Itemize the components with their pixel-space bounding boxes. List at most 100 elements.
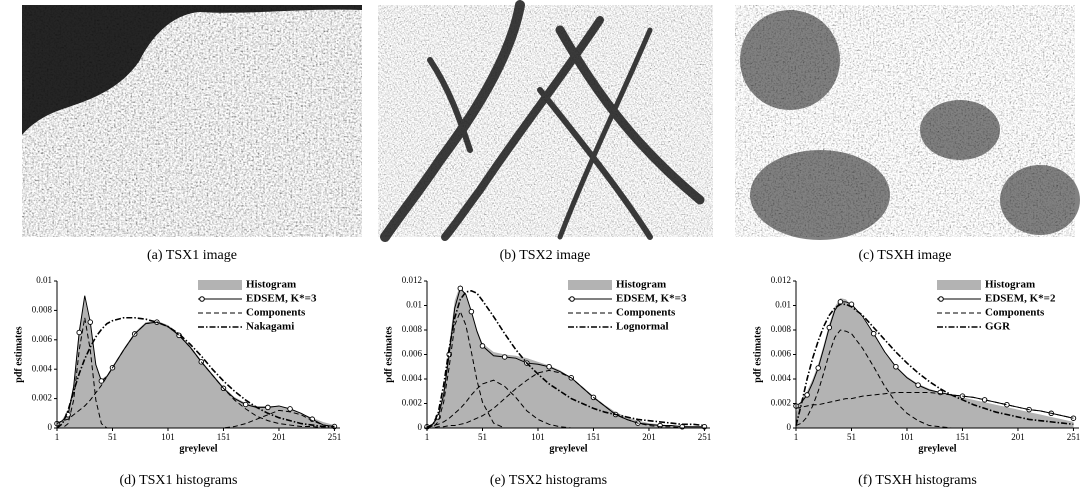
- y-axis-label: pdf estimates: [752, 326, 763, 382]
- y-tick-label: 0.006: [771, 349, 792, 359]
- y-tick-label: 0.01: [775, 300, 791, 310]
- y-tick-label: 0.012: [771, 275, 791, 285]
- marker: [546, 364, 552, 370]
- x-tick-label: 251: [698, 432, 712, 442]
- x-tick-label: 151: [587, 432, 601, 442]
- component-line: [56, 321, 335, 429]
- x-tick-label: 101: [161, 432, 175, 442]
- legend-label: Histogram: [246, 279, 296, 291]
- x-tick-label: 51: [478, 432, 487, 442]
- histogram-area: [427, 284, 705, 428]
- marker: [87, 319, 94, 325]
- legend-label: Components: [246, 307, 306, 319]
- plot: [54, 295, 338, 430]
- marker: [76, 329, 82, 336]
- dark-regions: [740, 10, 1080, 240]
- model-line: [56, 316, 335, 429]
- marker: [479, 343, 486, 349]
- component-line: [795, 391, 1074, 419]
- y-tick-label: 0.012: [402, 275, 422, 285]
- marker: [893, 364, 899, 370]
- sar-texture: [378, 5, 713, 237]
- component-line: [427, 369, 705, 429]
- legend-label: Histogram: [985, 279, 1035, 291]
- legend-swatch: [568, 280, 612, 290]
- marker: [870, 330, 877, 337]
- image-caption: (b) TSX2 image: [500, 248, 591, 263]
- chart-caption: (e) TSX2 histograms: [490, 473, 607, 488]
- marker: [468, 308, 475, 315]
- legend-label: Components: [616, 307, 676, 319]
- dark-channels: [380, 0, 705, 242]
- y-tick-label: 0.004: [771, 373, 792, 383]
- image-caption: (a) TSX1 image: [147, 248, 237, 263]
- legend-swatch: [937, 280, 981, 290]
- marker: [242, 401, 249, 408]
- x-tick-label: 51: [847, 432, 856, 442]
- y-tick-label: 0: [418, 422, 423, 432]
- y-axis-label: pdf estimates: [13, 326, 24, 382]
- x-tick-label: 251: [1067, 432, 1081, 442]
- model-line: [795, 303, 1074, 426]
- x-tick-label: 251: [328, 432, 342, 442]
- y-tick-label: 0.002: [32, 393, 52, 403]
- y-tick-label: 0.004: [32, 363, 53, 373]
- legend-label: Nakagami: [246, 321, 294, 333]
- x-tick-label: 101: [900, 432, 914, 442]
- y-axis-label: pdf estimates: [383, 326, 394, 382]
- marker: [287, 406, 293, 412]
- x-axis-label: greylevel: [179, 443, 217, 454]
- x-tick-label: 1: [425, 432, 430, 442]
- x-tick-label: 151: [956, 432, 970, 442]
- legend-label: EDSEM, K*=3: [246, 293, 317, 305]
- y-tick-label: 0.006: [402, 349, 423, 359]
- fit-line: [426, 287, 705, 428]
- legend-label: Lognormal: [616, 321, 669, 333]
- histogram-area: [796, 298, 1074, 428]
- y-tick-label: 0.002: [402, 398, 422, 408]
- legend-label: Histogram: [616, 279, 666, 291]
- legend-label: GGR: [985, 321, 1011, 333]
- image-tsx2: [378, 0, 713, 242]
- legend-label: Components: [985, 307, 1045, 319]
- x-tick-label: 51: [108, 432, 117, 442]
- image-tsxh: [735, 5, 1080, 240]
- marker: [815, 365, 821, 371]
- marker: [826, 324, 833, 331]
- y-tick-label: 0.01: [36, 275, 52, 285]
- plot: [424, 284, 708, 430]
- marker: [457, 285, 464, 292]
- x-tick-label: 201: [642, 432, 656, 442]
- y-tick-label: 0.004: [402, 373, 423, 383]
- model-line: [426, 289, 705, 429]
- marker: [98, 378, 105, 384]
- x-tick-label: 1: [794, 432, 799, 442]
- legend-swatch: [198, 280, 242, 290]
- x-tick-label: 201: [272, 432, 286, 442]
- x-tick-label: 201: [1011, 432, 1025, 442]
- x-tick-label: 101: [531, 432, 545, 442]
- y-tick-label: 0: [48, 422, 53, 432]
- chart-caption: (f) TSXH histograms: [858, 473, 977, 488]
- legend-marker: [938, 296, 944, 302]
- legend-marker: [569, 296, 575, 302]
- marker: [501, 354, 508, 360]
- chart-caption: (d) TSX1 histograms: [120, 473, 238, 488]
- x-tick-label: 1: [55, 432, 60, 442]
- dark-region: [22, 5, 362, 135]
- marker: [1070, 415, 1077, 421]
- marker: [915, 382, 921, 388]
- y-tick-label: 0.01: [406, 300, 422, 310]
- x-axis-label: greylevel: [549, 443, 587, 454]
- marker: [804, 392, 810, 398]
- y-tick-label: 0: [787, 422, 792, 432]
- marker: [265, 404, 271, 411]
- histogram-area: [57, 298, 335, 428]
- legend-label: EDSEM, K*=3: [616, 293, 687, 305]
- legend-marker: [199, 296, 205, 302]
- image-tsx1: [22, 5, 362, 237]
- image-caption: (c) TSXH image: [858, 248, 951, 263]
- y-tick-label: 0.008: [32, 304, 53, 314]
- y-tick-label: 0.008: [771, 324, 792, 334]
